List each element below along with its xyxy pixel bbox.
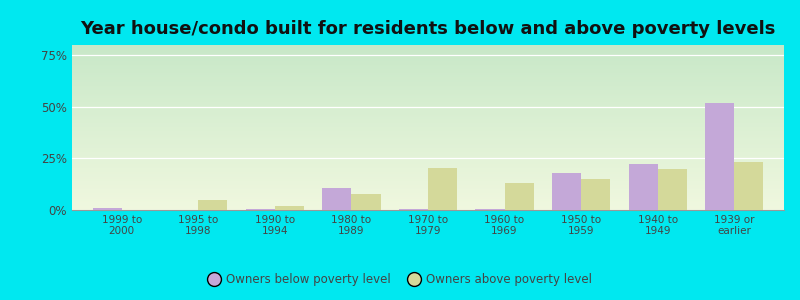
Legend: Owners below poverty level, Owners above poverty level: Owners below poverty level, Owners above… (203, 269, 597, 291)
Bar (734, 161, 763, 210)
Bar (475, 209, 505, 210)
Bar (629, 164, 658, 210)
Bar (399, 209, 428, 210)
Bar (428, 168, 457, 210)
Bar (351, 194, 381, 210)
Bar (505, 183, 534, 210)
Bar (275, 206, 304, 210)
Bar (581, 179, 610, 210)
Bar (198, 200, 227, 210)
Bar (322, 188, 351, 210)
Bar (658, 169, 686, 210)
Bar (705, 103, 734, 210)
Title: Year house/condo built for residents below and above poverty levels: Year house/condo built for residents bel… (80, 20, 776, 38)
Bar (93, 208, 122, 210)
Bar (552, 173, 581, 210)
Bar (246, 209, 275, 210)
